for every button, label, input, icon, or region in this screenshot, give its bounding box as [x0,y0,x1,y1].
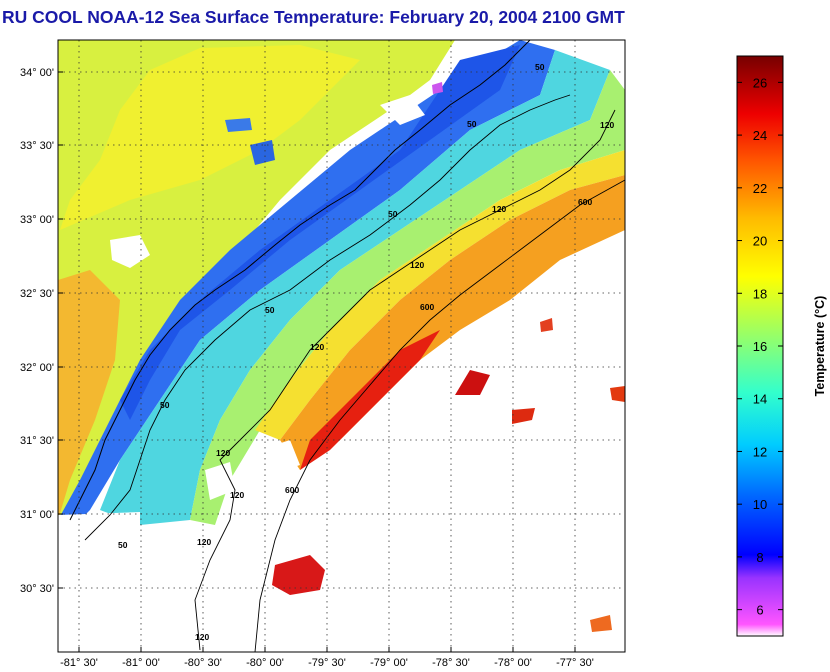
colorbar-tick-label: 18 [753,286,767,301]
isobath-600m [254,179,625,652]
sst-region-gulfstream-red-core [455,370,490,395]
axis-ticks [58,71,576,652]
contour-label: 50 [265,305,275,315]
contour-label: 50 [535,62,545,72]
contour-label: 50 [467,119,477,129]
lat-label: 34° 00' [20,67,54,79]
sst-patch-offshore-3 [610,386,625,402]
contour-label: 600 [578,197,592,207]
sst-patch-offshore-5 [540,318,553,332]
lon-label: -78° 30' [432,657,470,669]
lon-label: -79° 30' [308,657,346,669]
cloud-gap-6 [140,525,225,652]
contour-label: 120 [216,448,230,458]
sst-region-midshelf-cyan [100,50,610,525]
colorbar-tick-label: 6 [756,603,763,618]
contour-label: 120 [410,260,424,270]
lon-label: -78° 00' [494,657,532,669]
map-title: RU COOL NOAA-12 Sea Surface Temperature:… [2,7,625,27]
sst-field [58,40,625,652]
sst-patch-offshore-1 [272,555,325,595]
sst-region-north-yellow [60,45,360,230]
contour-labels: 50 50 50 50 50 50 120 120 120 120 120 12… [118,62,614,642]
sst-region-coastal-orange [58,270,120,520]
longitude-labels: -81° 30' -81° 00' -80° 30' -80° 00' -79°… [60,657,594,669]
cloud-gap-1 [110,235,150,268]
colorbar-tick-label: 22 [753,181,767,196]
colorbar-ticks: 26 24 22 20 18 16 14 12 10 8 6 [737,75,783,618]
lat-label: 30° 30' [20,583,54,595]
lon-label: -81° 30' [60,657,98,669]
contour-label: 120 [195,632,209,642]
lat-label: 31° 30' [20,435,54,447]
contour-label: 600 [420,302,434,312]
lat-label: 33° 30' [20,140,54,152]
colorbar: 26 24 22 20 18 16 14 12 10 8 6 Temperature (°C) [736,55,827,637]
latitude-labels: 34° 00' 33° 30' 33° 00' 32° 30' 32° 00' … [20,67,54,595]
lat-label: 33° 00' [20,214,54,226]
lat-label: 31° 00' [20,509,54,521]
coastline [69,40,531,521]
cold-patch-north [250,140,275,165]
colorbar-tick-label: 16 [753,339,767,354]
cold-patch-north-2 [225,118,252,132]
colorbar-tick-label: 8 [756,550,763,565]
colorbar-tick-label: 10 [753,497,767,512]
contour-label: 120 [310,342,324,352]
sst-region-inner-blue [120,45,520,420]
contour-label: 120 [197,537,211,547]
sst-region-nearshore-blue [58,40,555,530]
sst-region-midshelf-green [190,70,625,525]
lat-label: 32° 00' [20,362,54,374]
grid-lines [58,40,625,652]
cloud-gap-4 [205,462,235,500]
colorbar-tick-label: 12 [753,444,767,459]
contour-label: 50 [388,209,398,219]
map-frame [57,39,626,653]
lon-label: -80° 30' [184,657,222,669]
cloud-gap-2 [260,440,300,475]
isobath-50m [84,94,571,541]
cloud-gap-5 [58,512,140,652]
sst-region-gulfstream-red [300,330,440,470]
sst-region-outer-yellow [255,150,625,440]
colorbar-label: Temperature (°C) [813,296,827,397]
contour-label: 120 [230,490,244,500]
sst-patch-offshore-2 [512,408,535,424]
cloud-gap-3 [380,95,425,125]
isobath-120m [194,109,616,651]
colorbar-tick-label: 26 [753,75,767,90]
lon-label: -81° 00' [122,657,160,669]
contour-label: 50 [118,540,128,550]
magenta-patch [432,82,443,94]
colorbar-tick-label: 14 [753,392,767,407]
contour-label: 120 [492,204,506,214]
lat-label: 32° 30' [20,288,54,300]
lon-label: -79° 00' [370,657,408,669]
contour-label: 600 [285,485,299,495]
contour-label: 120 [600,120,614,130]
colorbar-tick-label: 20 [753,234,767,249]
lon-label: -80° 00' [246,657,284,669]
colorbar-tick-label: 24 [753,128,767,143]
contour-label: 50 [160,400,170,410]
lon-label: -77° 30' [556,657,594,669]
sst-patch-offshore-4 [590,615,612,632]
